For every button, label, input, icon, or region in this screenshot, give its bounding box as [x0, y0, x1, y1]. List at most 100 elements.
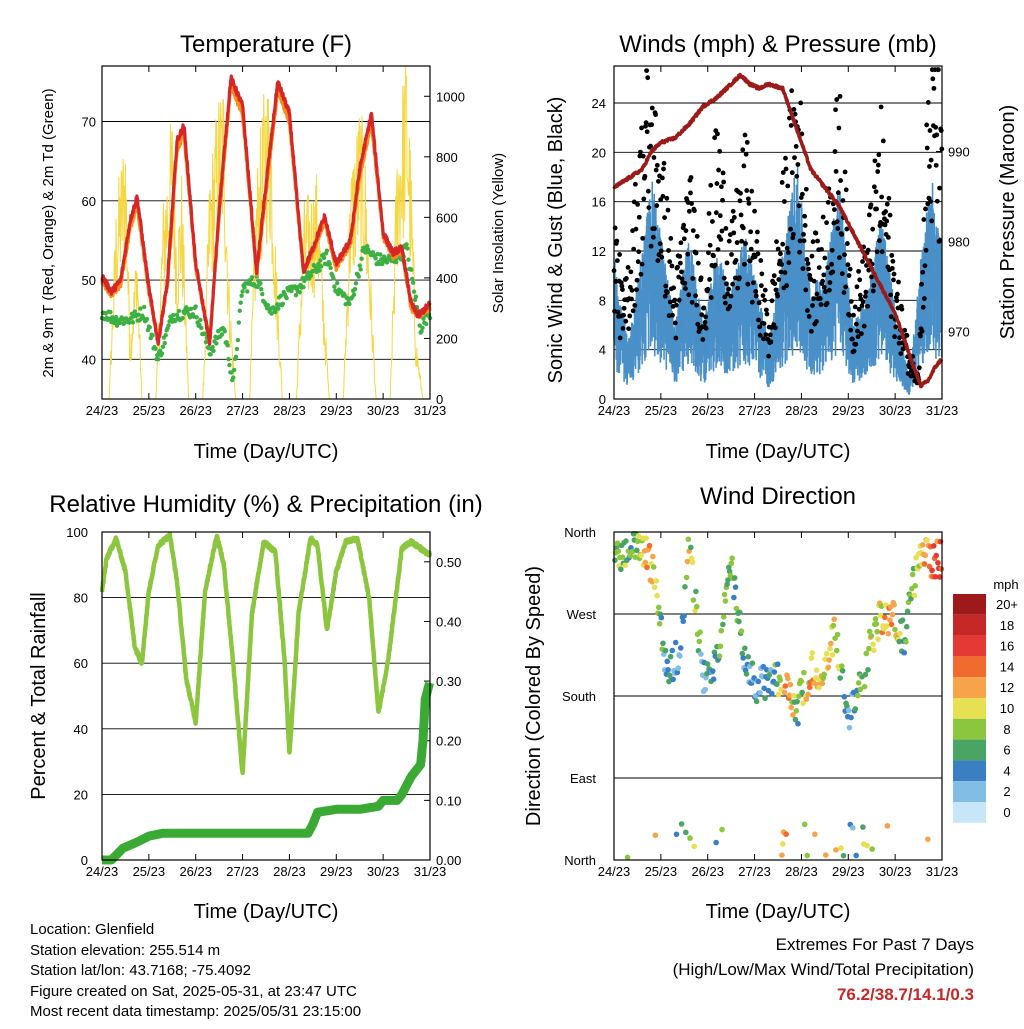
gust-point: [859, 331, 864, 337]
wind-direction-point: [709, 668, 716, 674]
dewpoint-point: [378, 252, 383, 257]
wind-direction-point: [884, 823, 891, 829]
gust-point: [766, 353, 772, 359]
gust-point: [788, 226, 793, 232]
gust-point: [738, 212, 744, 218]
wind-direction-point: [682, 829, 689, 836]
wind-direction-point: [861, 683, 868, 690]
wind-direction-point: [795, 720, 801, 727]
dewpoint-point: [141, 304, 147, 310]
gust-point: [854, 284, 860, 290]
wind-direction-point: [889, 611, 896, 618]
y-tick-label: 12: [592, 244, 606, 259]
wind-direction-point: [921, 561, 928, 567]
gust-point: [886, 195, 892, 201]
gust-point: [648, 243, 654, 249]
gust-point: [699, 312, 705, 318]
wind-direction-point: [792, 716, 799, 723]
direction-tick-label: North: [564, 525, 596, 540]
gust-point: [803, 186, 809, 192]
gust-point: [718, 237, 724, 242]
gust-point: [683, 286, 688, 291]
wind-direction-xlabel: Time (Day/UTC): [706, 901, 851, 923]
gust-point: [847, 312, 852, 318]
gust-point: [848, 299, 854, 304]
station-elevation: Station elevation: 255.514 m: [30, 941, 221, 959]
gust-point: [661, 166, 666, 172]
wind-direction-point: [816, 684, 822, 691]
gust-point: [779, 180, 785, 185]
gust-point: [643, 120, 649, 126]
gust-point: [664, 195, 670, 201]
wind-direction-point: [833, 847, 839, 853]
gust-point: [784, 245, 790, 251]
wind-direction-point: [687, 835, 693, 841]
wind-direction-point: [612, 557, 618, 564]
gust-point: [816, 265, 822, 271]
wind-direction-point: [704, 661, 711, 667]
wind-direction-point: [690, 597, 697, 603]
gust-point: [814, 319, 819, 324]
gust-point: [870, 226, 876, 232]
recent-data-timestamp: Most recent data timestamp: 2025/05/31 2…: [30, 1003, 362, 1020]
gust-point: [724, 281, 729, 287]
wind-direction-point: [775, 691, 782, 698]
gust-point: [773, 287, 779, 293]
gust-point: [707, 277, 712, 282]
y2-tick-label: 980: [948, 235, 970, 250]
wind-direction-point: [777, 677, 784, 684]
extremes-values: 76.2/38.7/14.1/0.3: [836, 985, 974, 1004]
y2-tick-label: 0.00: [436, 853, 461, 868]
gust-point: [872, 158, 878, 164]
wind-direction-point: [779, 852, 785, 858]
gust-point: [797, 249, 802, 255]
dewpoint-point: [324, 248, 330, 253]
gust-point: [659, 175, 665, 181]
wind-direction-point: [855, 680, 862, 686]
gust-point: [744, 139, 750, 145]
wind-direction-point: [846, 724, 853, 731]
gust-point: [780, 170, 786, 175]
y2-tick-label: 990: [948, 145, 970, 160]
x-tick-label: 28/23: [273, 403, 306, 418]
gust-point: [921, 217, 927, 222]
wind-direction-point: [651, 584, 658, 591]
legend-swatch: [953, 739, 986, 761]
dewpoint-point: [202, 331, 208, 337]
wind-direction-point: [839, 667, 846, 674]
gust-point: [869, 274, 874, 280]
gust-point: [721, 179, 727, 185]
gust-point: [651, 155, 657, 160]
wind-direction-point: [635, 533, 642, 539]
direction-tick-label: North: [564, 853, 596, 868]
dewpoint-point: [231, 367, 237, 373]
gust-point: [806, 314, 812, 319]
gust-point: [636, 249, 642, 255]
gust-point: [834, 97, 840, 102]
wind-direction-point: [929, 567, 935, 574]
wind-direction-point: [769, 690, 775, 697]
gust-point: [810, 303, 815, 308]
gust-point: [788, 123, 794, 128]
gust-point: [896, 279, 901, 285]
gust-point: [743, 151, 749, 157]
gust-point: [716, 167, 721, 173]
gust-point: [768, 339, 774, 345]
plot-frame-wind-direction: [613, 531, 943, 861]
wind-direction-point: [719, 826, 725, 833]
gust-point: [790, 235, 796, 241]
y-tick-label: 80: [74, 591, 88, 606]
gust-point: [893, 324, 899, 330]
wind-direction-point: [755, 678, 762, 685]
wind-direction-point: [809, 650, 816, 656]
gust-point: [734, 240, 740, 245]
wind-direction-title: Wind Direction: [700, 483, 856, 510]
station-info: Location: Glenfield Station elevation: 2…: [30, 920, 361, 1023]
wind-direction-point: [696, 638, 703, 645]
y-tick-label: 40: [82, 352, 96, 367]
gust-point: [653, 167, 659, 173]
gust-point: [937, 238, 943, 243]
gust-point: [749, 299, 755, 305]
wind-direction-point: [736, 618, 742, 625]
